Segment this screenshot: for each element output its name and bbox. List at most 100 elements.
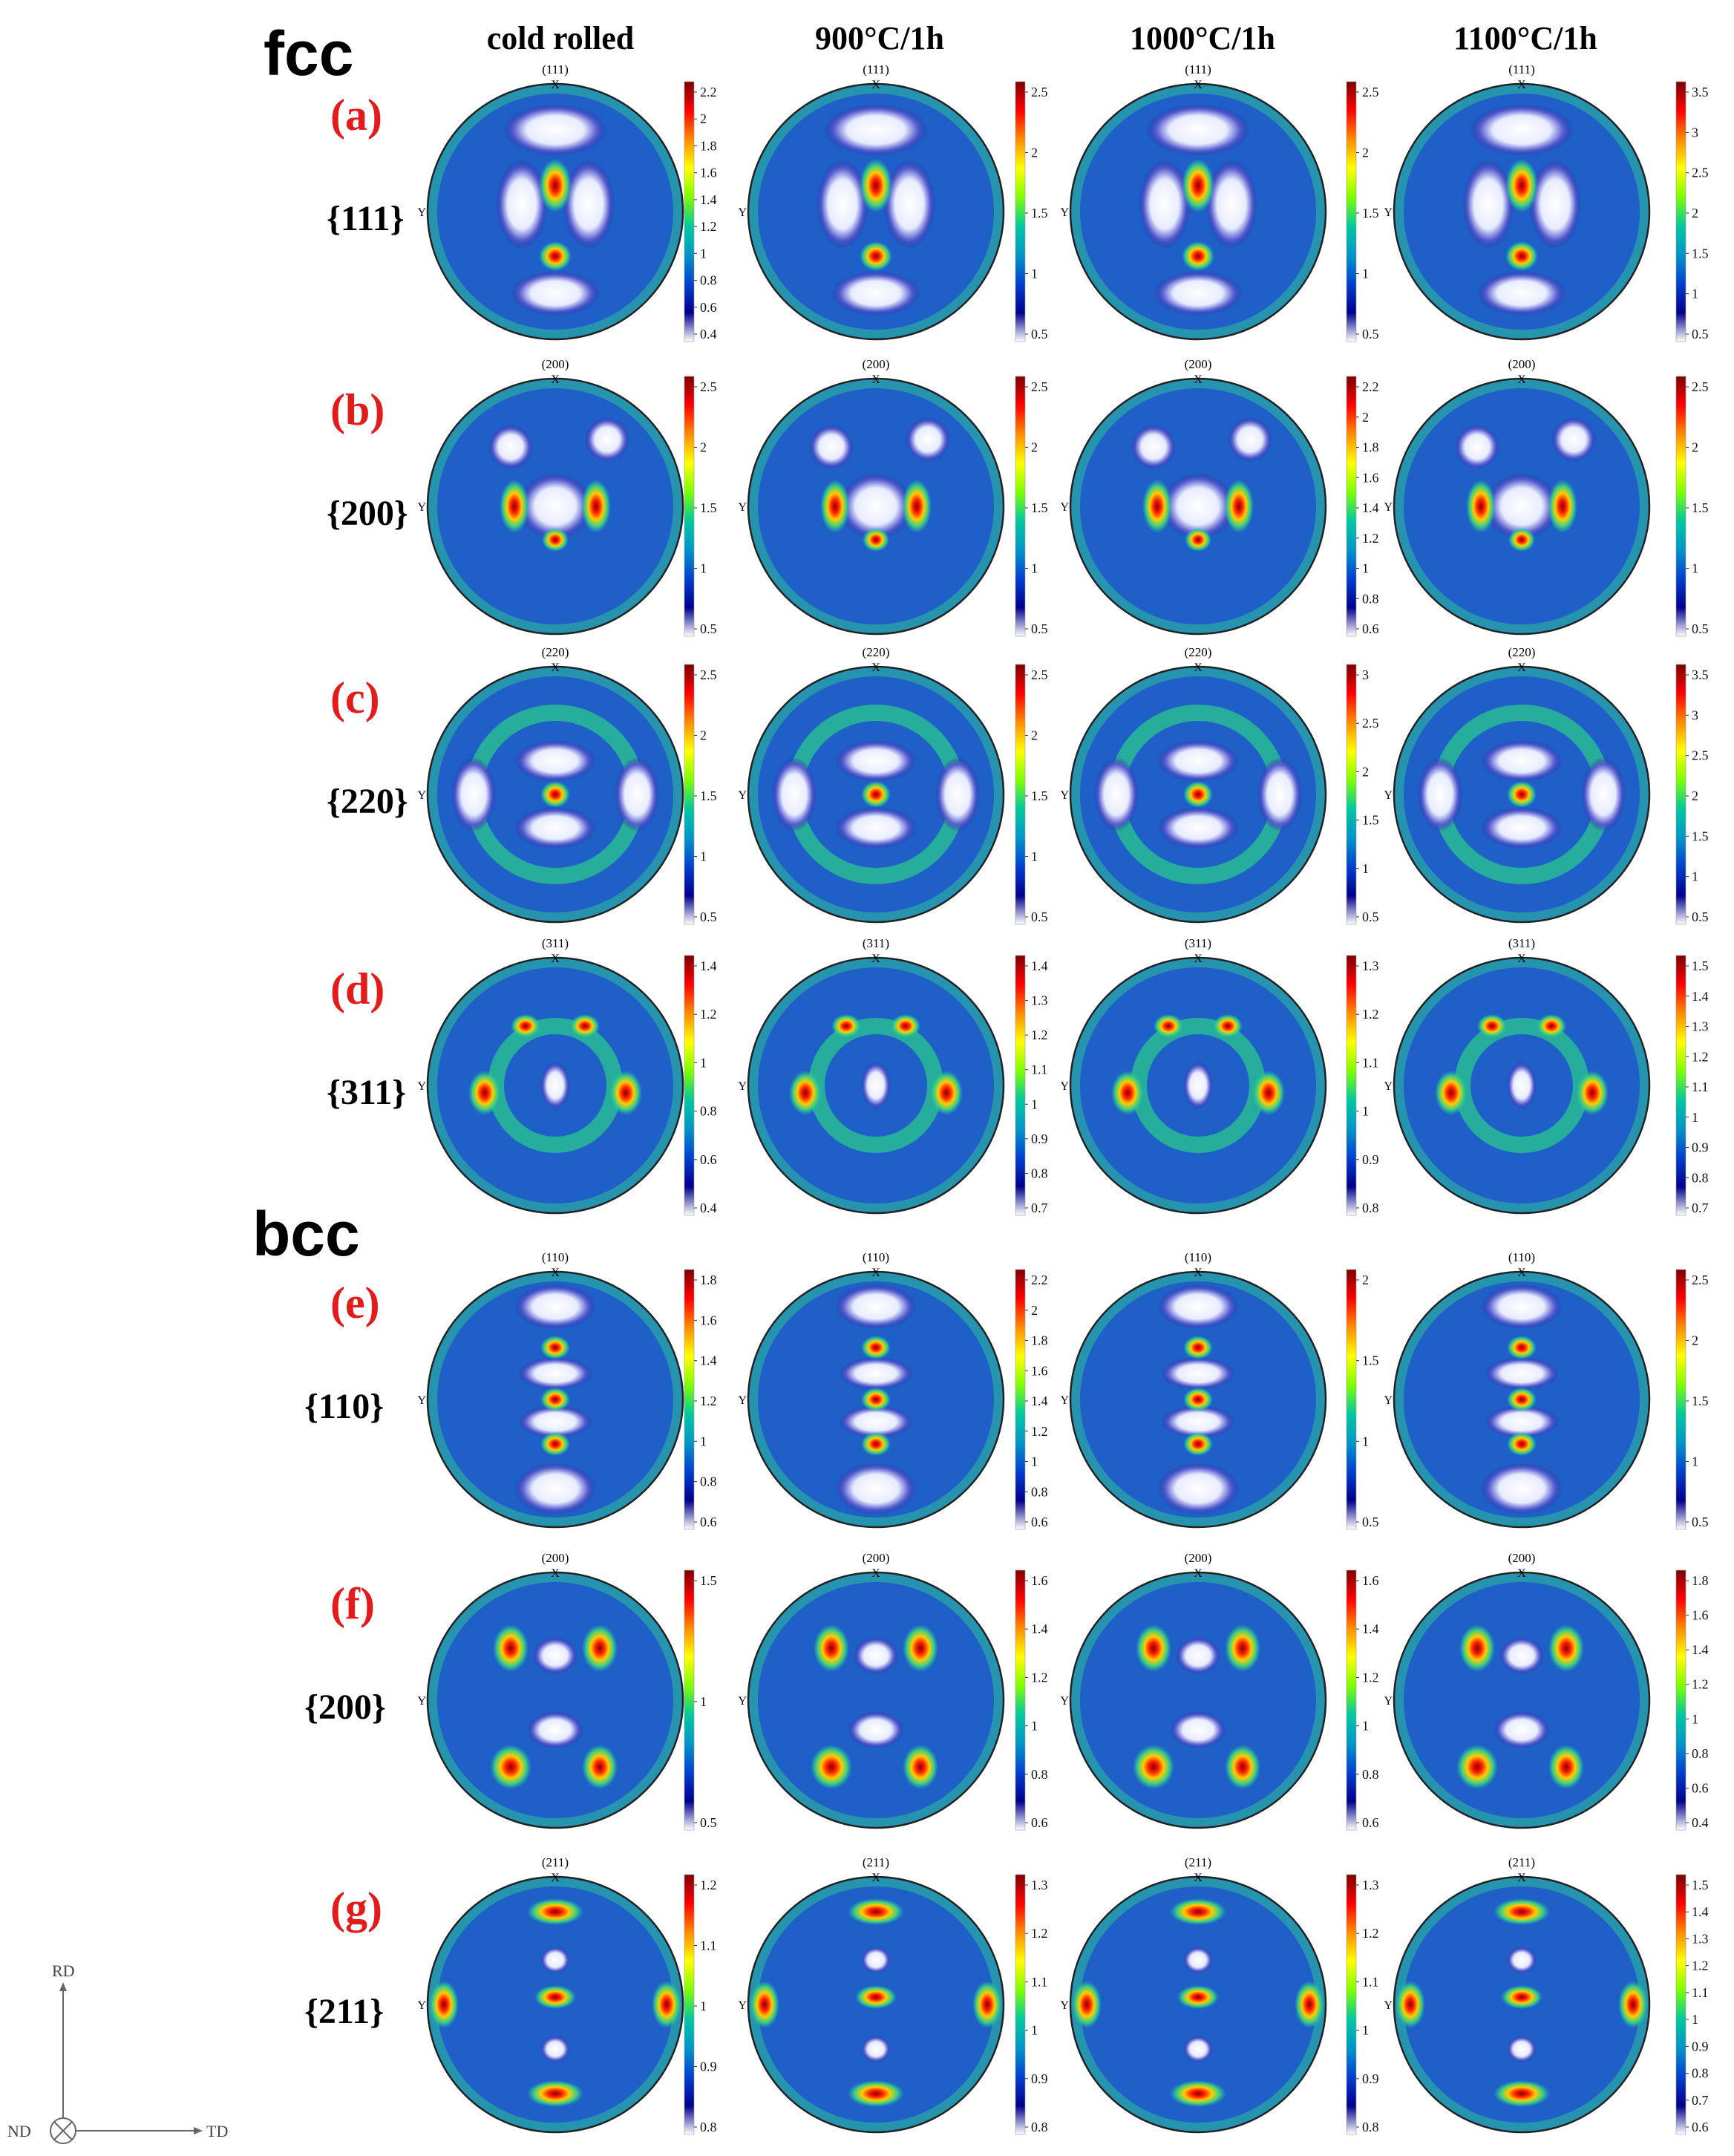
x-axis-mark: X bbox=[551, 1567, 560, 1580]
colorbar-tick-label: 1.2 bbox=[1031, 1028, 1048, 1042]
y-axis-mark: Y bbox=[1384, 789, 1393, 802]
colorbar-tick-label: 1 bbox=[1362, 561, 1369, 576]
pole-figure-outline bbox=[1069, 1875, 1327, 2134]
pole-figure-outline bbox=[1393, 1571, 1651, 1829]
colorbar-tick-label: 1 bbox=[1362, 1719, 1369, 1734]
colorbar-tick-label: 0.8 bbox=[700, 1474, 717, 1489]
colorbar bbox=[1015, 1569, 1026, 1831]
y-axis-mark: Y bbox=[417, 789, 426, 802]
colorbar-tick-label: 1 bbox=[1031, 267, 1038, 281]
pole-figure: (200) X Y 2.5 2 1.5 1 0.5 bbox=[417, 357, 717, 637]
pole-figure-outline bbox=[747, 377, 1005, 636]
colorbar-tick-label: 1.8 bbox=[700, 1273, 717, 1287]
x-axis-mark: X bbox=[871, 953, 880, 965]
y-axis-mark: Y bbox=[1384, 1080, 1393, 1093]
colorbar-tick-label: 1.2 bbox=[1362, 1926, 1379, 1941]
pole-figure-outline bbox=[1393, 665, 1651, 924]
colorbar-tick-label: 1.4 bbox=[700, 192, 717, 207]
y-axis-mark: Y bbox=[738, 1080, 747, 1093]
colorbar-tick-label: 0.5 bbox=[1031, 327, 1048, 342]
y-axis-mark: Y bbox=[738, 501, 747, 514]
y-axis-mark: Y bbox=[417, 1999, 426, 2012]
y-axis-mark: Y bbox=[417, 1394, 426, 1407]
colorbar-tick-label: 0.8 bbox=[1031, 2120, 1048, 2134]
pole-figure: (200) X Y 1.6 1.4 1.2 1 0.8 0.6 bbox=[1060, 1551, 1379, 1831]
colorbar-tick-label: 2.2 bbox=[1362, 379, 1379, 394]
pole-label: (111) bbox=[1508, 62, 1535, 76]
colorbar-tick-label: 0.9 bbox=[1031, 1131, 1048, 1146]
pole-figure: (111) X Y 3.5 3 2.5 2 1.5 1 0.5 bbox=[1384, 62, 1709, 342]
x-axis-mark: X bbox=[551, 662, 560, 674]
colorbar-tick-label: 0.8 bbox=[1362, 1767, 1379, 1782]
colorbar-tick-label: 0.6 bbox=[1692, 2120, 1709, 2134]
colorbar-tick-label: 0.8 bbox=[700, 2120, 717, 2134]
pole-label: (111) bbox=[542, 62, 569, 76]
pole-label: (211) bbox=[1508, 1855, 1535, 1869]
pole-label: (110) bbox=[863, 1250, 889, 1264]
y-axis-mark: Y bbox=[1384, 206, 1393, 219]
colorbar-tick-label: 1.5 bbox=[1692, 958, 1709, 973]
pole-label: (220) bbox=[863, 645, 890, 659]
colorbar-tick-label: 1.4 bbox=[1031, 1394, 1048, 1408]
colorbar bbox=[684, 1569, 695, 1831]
x-axis-mark: X bbox=[1194, 373, 1203, 386]
pole-figure: (110) X Y 1.8 1.6 1.4 1.2 1 0.8 0.6 bbox=[417, 1250, 717, 1530]
y-axis-mark: Y bbox=[738, 1695, 747, 1708]
colorbar-tick-label: 0.8 bbox=[1692, 2066, 1709, 2081]
colorbar-tick-label: 1.4 bbox=[1362, 1621, 1379, 1636]
pole-figure-outline bbox=[747, 665, 1005, 924]
colorbar-tick-label: 0.4 bbox=[700, 327, 717, 342]
colorbar-tick-label: 0.4 bbox=[1692, 1815, 1709, 1830]
colorbar-tick-label: 0.5 bbox=[1362, 1515, 1379, 1529]
colorbar-tick-label: 1.5 bbox=[700, 1573, 717, 1588]
colorbar-tick-label: 1.2 bbox=[1692, 1677, 1709, 1692]
colorbar bbox=[1015, 376, 1026, 637]
pole-figure: (311) X Y 1.3 1.2 1.1 1 0.9 0.8 bbox=[1060, 936, 1379, 1216]
pole-figure: (200) X Y 2.5 2 1.5 1 0.5 bbox=[738, 357, 1048, 637]
x-axis-mark: X bbox=[871, 79, 880, 91]
colorbar-tick-label: 2 bbox=[1692, 206, 1698, 220]
colorbar-tick-label: 0.5 bbox=[1692, 909, 1709, 924]
x-axis-mark: X bbox=[551, 79, 560, 91]
colorbar-tick-label: 1 bbox=[1362, 1434, 1369, 1448]
colorbar bbox=[1015, 1269, 1026, 1530]
colorbar-tick-label: 1.1 bbox=[1031, 1062, 1048, 1077]
y-axis-mark: Y bbox=[738, 789, 747, 802]
colorbar-tick-label: 1.5 bbox=[1692, 829, 1709, 843]
colorbar-tick-label: 1 bbox=[700, 1055, 707, 1070]
pole-label: (111) bbox=[1185, 62, 1211, 76]
colorbar-tick-label: 1.5 bbox=[1362, 813, 1379, 828]
colorbar-tick-label: 0.6 bbox=[700, 1152, 717, 1167]
colorbar-tick-label: 1.2 bbox=[700, 1394, 717, 1408]
x-axis-mark: X bbox=[1517, 79, 1526, 91]
colorbar-tick-label: 1.8 bbox=[1692, 1573, 1709, 1588]
column-header-cold-rolled: cold rolled bbox=[486, 20, 635, 56]
colorbar-tick-label: 2.5 bbox=[1031, 85, 1048, 99]
colorbar-tick-label: 3 bbox=[1362, 667, 1369, 682]
x-axis-mark: X bbox=[871, 662, 880, 674]
pole-figure: (200) X Y 1.6 1.4 1.2 1 0.8 0.6 bbox=[738, 1551, 1048, 1831]
x-axis-mark: X bbox=[1194, 1267, 1203, 1279]
colorbar-tick-label: 3 bbox=[1692, 708, 1698, 722]
colorbar-tick-label: 0.8 bbox=[700, 1104, 717, 1119]
column-header-1100c: 1100°C/1h bbox=[1453, 20, 1597, 56]
x-axis-mark: X bbox=[871, 1872, 880, 1884]
colorbar-tick-label: 0.6 bbox=[1362, 1815, 1379, 1830]
colorbar-tick-label: 1.1 bbox=[1031, 1974, 1048, 1989]
colorbar-tick-label: 2 bbox=[1362, 764, 1369, 779]
pole-figure-outline bbox=[747, 1571, 1005, 1829]
pole-figure-outline bbox=[747, 82, 1005, 341]
colorbar-tick-label: 1.6 bbox=[700, 166, 717, 180]
colorbar-tick-label: 1.6 bbox=[1031, 1573, 1048, 1588]
colorbar bbox=[1675, 1569, 1686, 1831]
colorbar-tick-label: 1.8 bbox=[700, 138, 717, 153]
x-axis-mark: X bbox=[551, 373, 560, 386]
colorbar-tick-label: 0.8 bbox=[1031, 1767, 1048, 1782]
colorbar-tick-label: 1.6 bbox=[700, 1313, 717, 1327]
colorbar-tick-label: 0.5 bbox=[700, 621, 717, 636]
colorbar-tick-label: 1 bbox=[700, 1434, 707, 1448]
colorbar-tick-label: 0.5 bbox=[700, 909, 717, 924]
y-axis-mark: Y bbox=[1060, 501, 1069, 514]
x-axis-mark: X bbox=[551, 953, 560, 965]
